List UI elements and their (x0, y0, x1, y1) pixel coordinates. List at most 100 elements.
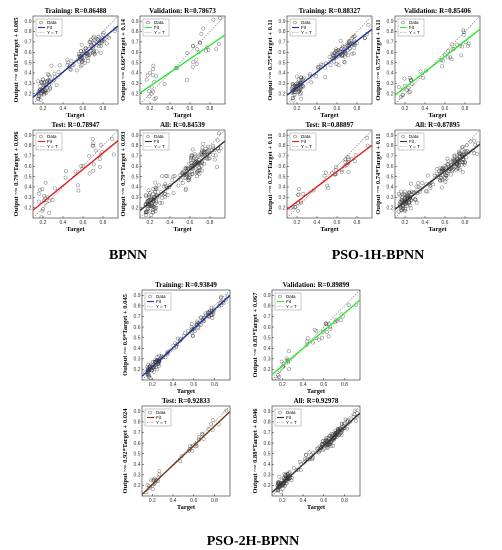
x-axis-label: Target (177, 388, 196, 395)
data-point (351, 41, 356, 46)
data-point (289, 478, 294, 483)
data-point (303, 457, 307, 461)
y-tick-label: 0.4 (134, 462, 141, 468)
x-tick-label: 0.4 (170, 382, 177, 388)
legend-identity-label: Y = T (47, 144, 58, 149)
data-point (179, 178, 183, 183)
data-point (79, 49, 83, 53)
data-point (180, 181, 185, 185)
x-tick-label: 0.6 (320, 382, 327, 388)
data-point (428, 186, 433, 190)
y-tick-label: 0.8 (387, 29, 394, 35)
data-point (151, 197, 156, 201)
y-tick-label: 0.3 (132, 195, 139, 201)
data-point (77, 52, 81, 56)
legend-data-label: Data (409, 134, 419, 139)
y-tick-label: 0.8 (279, 29, 286, 35)
data-point (333, 428, 338, 433)
data-point (214, 165, 219, 169)
data-point (281, 482, 286, 487)
data-point (154, 365, 158, 369)
legend-data-marker (39, 134, 43, 139)
data-point (185, 78, 189, 82)
data-point (154, 478, 159, 483)
x-axis-label: Target (66, 226, 85, 233)
data-point (287, 471, 291, 475)
data-point (438, 176, 443, 180)
legend-identity-label: Y = T (156, 304, 167, 309)
data-point (36, 199, 41, 204)
plot-content (142, 406, 230, 496)
chart-panel: 0.2 0.4 0.6 0.80.20.30.40.50.60.70.80.9 Data… (13, 121, 119, 233)
y-axis-label: Output ~= 0.66*Target + 0.14 (120, 18, 127, 100)
data-point (316, 337, 321, 342)
data-point (362, 36, 367, 41)
chart-panel: 0.2 0.4 0.6 0.80.20.30.40.50.60.70.80.9 Data… (375, 7, 481, 119)
data-point (346, 170, 351, 174)
identity-line (272, 290, 360, 380)
data-point (441, 58, 445, 63)
data-point (175, 65, 180, 70)
data-point (413, 198, 418, 202)
data-point (416, 185, 421, 189)
y-tick-label: 0.5 (132, 174, 139, 180)
y-tick-label: 0.2 (132, 205, 139, 211)
x-tick-label: 0.4 (167, 220, 174, 226)
data-point (41, 77, 45, 82)
fit-line (272, 299, 360, 376)
data-point (443, 180, 448, 184)
x-tick-label: 0.4 (422, 220, 429, 226)
data-point (151, 478, 156, 483)
y-tick-label: 0.4 (132, 71, 139, 77)
data-point (329, 431, 334, 436)
identity-line (287, 16, 372, 104)
data-point (189, 322, 194, 326)
data-point (407, 190, 412, 195)
data-point (317, 64, 322, 69)
data-point (296, 80, 300, 85)
legend-fit-label: Fit (286, 299, 292, 304)
data-point (163, 173, 168, 178)
x-tick-label: 0.8 (207, 220, 214, 226)
data-point (97, 157, 102, 161)
data-point (195, 170, 200, 175)
data-point (452, 153, 456, 158)
fit-line (287, 28, 372, 96)
data-point (197, 438, 201, 442)
data-point (79, 42, 84, 47)
data-point (67, 64, 72, 69)
data-point (91, 50, 96, 55)
data-point (210, 418, 215, 422)
data-point (206, 426, 211, 431)
data-point (341, 49, 346, 54)
data-point (398, 193, 403, 198)
data-point (148, 376, 153, 380)
data-point (455, 166, 460, 171)
data-point (347, 40, 351, 45)
legend-identity-label: Y = T (409, 144, 420, 149)
data-point (336, 48, 341, 53)
legend-data-label: Data (156, 294, 166, 299)
y-axis-label: Output ~= 0.92*Target + 0.024 (122, 408, 129, 494)
data-point (332, 56, 337, 61)
data-point (472, 151, 476, 155)
plot-content (142, 290, 230, 380)
data-point (461, 158, 466, 162)
data-point (154, 200, 159, 205)
data-point (346, 154, 350, 159)
y-tick-label: 0.6 (279, 164, 286, 170)
data-point (334, 47, 339, 52)
data-point (461, 28, 466, 33)
data-point (43, 200, 48, 205)
data-point (147, 89, 151, 94)
data-point (148, 195, 153, 200)
data-point (148, 70, 152, 75)
x-tick-label: 0.6 (190, 498, 197, 504)
data-point (90, 137, 95, 142)
legend-data-marker (278, 410, 282, 415)
y-tick-label: 0.5 (25, 174, 32, 180)
data-point (193, 160, 197, 165)
